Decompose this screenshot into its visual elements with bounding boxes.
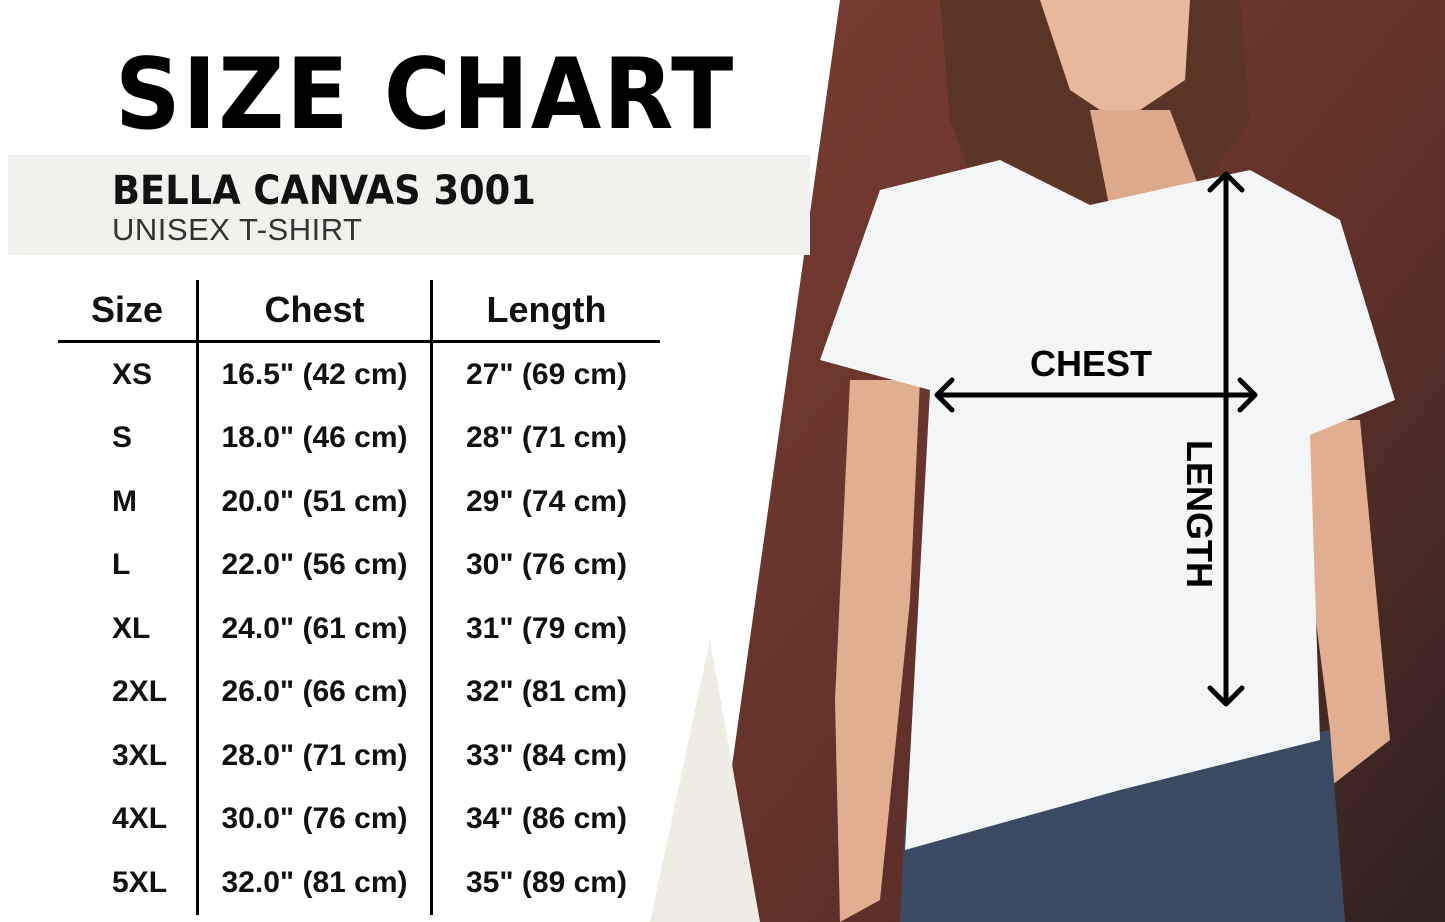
length-cell: 28" (71 cm) bbox=[430, 406, 660, 470]
length-cell: 33" (84 cm) bbox=[430, 724, 660, 788]
table-row: 4XL 30.0" (76 cm) 34" (86 cm) bbox=[58, 787, 660, 851]
chest-cell: 22.0" (56 cm) bbox=[196, 533, 432, 597]
chest-cell: 28.0" (71 cm) bbox=[196, 724, 432, 788]
chest-label: CHEST bbox=[1030, 343, 1153, 384]
table-row: 2XL 26.0" (66 cm) 32" (81 cm) bbox=[58, 660, 660, 724]
length-cell: 30" (76 cm) bbox=[430, 533, 660, 597]
table-row: 5XL 32.0" (81 cm) 35" (89 cm) bbox=[58, 851, 660, 915]
table-row: L 22.0" (56 cm) 30" (76 cm) bbox=[58, 533, 660, 597]
chest-cell: 32.0" (81 cm) bbox=[196, 851, 432, 915]
product-type: UNISEX T-SHIRT bbox=[112, 212, 363, 247]
size-cell: S bbox=[112, 421, 133, 455]
length-cell: 31" (79 cm) bbox=[430, 597, 660, 661]
size-cell: 4XL bbox=[112, 802, 168, 836]
size-cell: XS bbox=[112, 357, 153, 391]
header-length: Length bbox=[430, 280, 660, 343]
product-band bbox=[8, 155, 810, 255]
chest-cell: 30.0" (76 cm) bbox=[196, 787, 432, 851]
product-brand: BELLA CANVAS 3001 bbox=[112, 168, 536, 214]
length-cell: 35" (89 cm) bbox=[430, 851, 660, 915]
table-row: S 18.0" (46 cm) 28" (71 cm) bbox=[58, 406, 660, 470]
chest-cell: 18.0" (46 cm) bbox=[196, 406, 432, 470]
table-row: XL 24.0" (61 cm) 31" (79 cm) bbox=[58, 597, 660, 661]
table-row: 3XL 28.0" (71 cm) 33" (84 cm) bbox=[58, 724, 660, 788]
chest-cell: 24.0" (61 cm) bbox=[196, 597, 432, 661]
size-cell: 2XL bbox=[112, 675, 168, 709]
table-row: M 20.0" (51 cm) 29" (74 cm) bbox=[58, 470, 660, 534]
length-cell: 32" (81 cm) bbox=[430, 660, 660, 724]
length-cell: 27" (69 cm) bbox=[430, 341, 660, 407]
chest-cell: 20.0" (51 cm) bbox=[196, 470, 432, 534]
chest-cell: 16.5" (42 cm) bbox=[196, 341, 432, 407]
length-cell: 34" (86 cm) bbox=[430, 787, 660, 851]
length-label: LENGTH bbox=[1179, 440, 1220, 588]
size-cell: L bbox=[112, 548, 131, 582]
table-row: XS 16.5" (42 cm) 27" (69 cm) bbox=[58, 341, 660, 407]
header-size: Size bbox=[58, 280, 198, 343]
header-chest: Chest bbox=[196, 280, 432, 343]
length-cell: 29" (74 cm) bbox=[430, 470, 660, 534]
size-cell: 5XL bbox=[112, 865, 168, 899]
chest-cell: 26.0" (66 cm) bbox=[196, 660, 432, 724]
size-table: Size Chest Length XS 16.5" (42 cm) 27" (69… bbox=[58, 280, 660, 915]
size-cell: 3XL bbox=[112, 738, 168, 772]
size-cell: M bbox=[112, 484, 137, 518]
page-title: SIZE CHART bbox=[115, 38, 736, 152]
table-header: Size Chest Length bbox=[58, 280, 660, 343]
size-cell: XL bbox=[112, 611, 151, 645]
